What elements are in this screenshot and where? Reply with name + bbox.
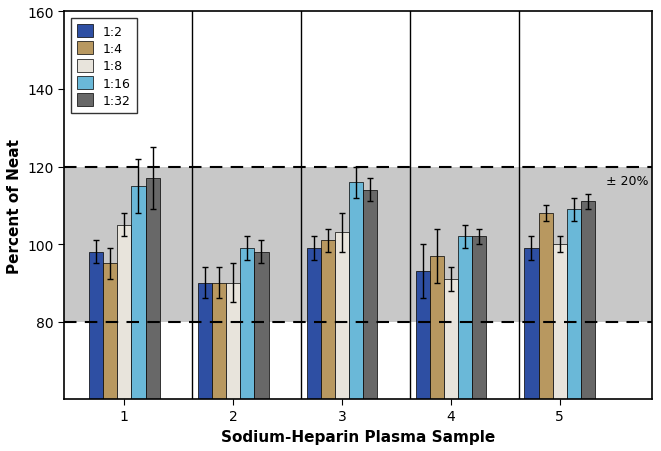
Bar	[539, 213, 553, 451]
Bar	[416, 272, 430, 451]
Bar	[567, 210, 581, 451]
Bar	[524, 249, 539, 451]
Bar	[64, 167, 652, 322]
Bar	[117, 225, 132, 451]
Bar	[472, 237, 486, 451]
Bar	[103, 264, 117, 451]
Bar	[581, 202, 595, 451]
Bar	[307, 249, 321, 451]
Bar	[212, 283, 226, 451]
Bar	[458, 237, 472, 451]
Bar	[553, 244, 567, 451]
Bar	[364, 190, 377, 451]
Bar	[321, 241, 335, 451]
Bar	[132, 186, 145, 451]
Bar	[240, 249, 254, 451]
Bar	[349, 183, 364, 451]
Text: ± 20%: ± 20%	[605, 174, 648, 187]
Y-axis label: Percent of Neat: Percent of Neat	[7, 138, 22, 273]
Bar	[335, 233, 349, 451]
Bar	[444, 279, 458, 451]
Bar	[430, 256, 444, 451]
Bar	[226, 283, 240, 451]
Bar	[198, 283, 212, 451]
Legend: 1:2, 1:4, 1:8, 1:16, 1:32: 1:2, 1:4, 1:8, 1:16, 1:32	[71, 18, 137, 114]
Bar	[254, 252, 268, 451]
Bar	[89, 252, 103, 451]
X-axis label: Sodium-Heparin Plasma Sample: Sodium-Heparin Plasma Sample	[221, 429, 496, 444]
Bar	[145, 179, 160, 451]
